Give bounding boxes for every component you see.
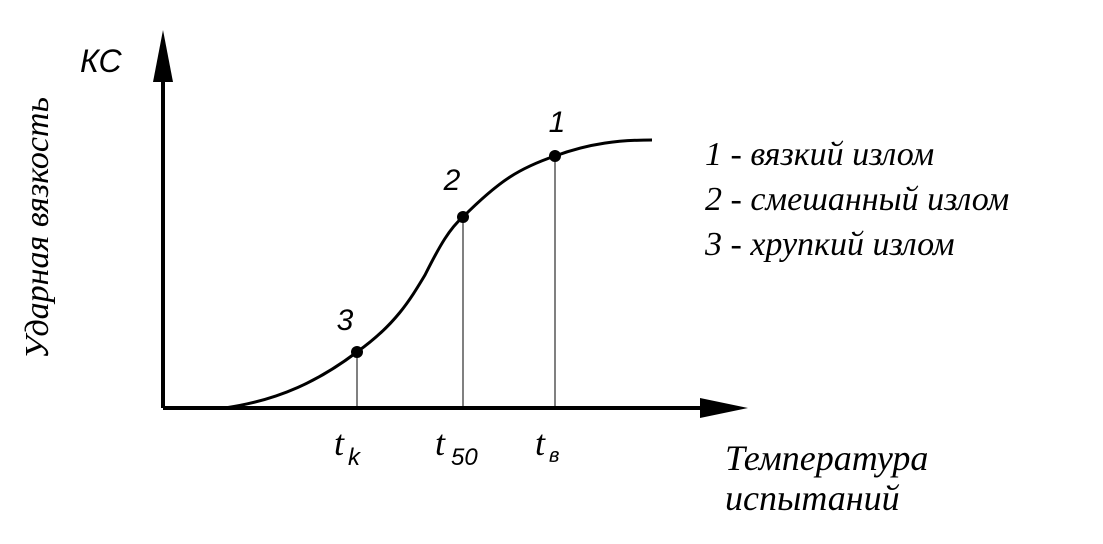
x-arrow — [700, 398, 748, 418]
x-axis-title: испытаний — [725, 478, 900, 518]
y-axis-label: КС — [80, 43, 123, 79]
point — [351, 346, 363, 358]
x-axis-title: Температура — [725, 438, 928, 478]
tick-label: t — [334, 423, 345, 463]
tick-label: t — [435, 423, 446, 463]
tick-subscript: в — [549, 445, 559, 467]
point — [549, 150, 561, 162]
point-label: 2 — [443, 164, 461, 197]
curve — [224, 138, 653, 410]
point-label: 3 — [337, 304, 354, 337]
y-arrow — [153, 30, 173, 82]
y-axis-title: Ударная вязкость — [19, 97, 56, 359]
point — [457, 211, 469, 223]
legend-item: 2 - смешанный излом — [705, 181, 1009, 218]
legend-item: 3 - хрупкий излом — [704, 226, 955, 263]
tick-subscript: 50 — [451, 444, 478, 471]
tick-subscript: k — [348, 444, 362, 471]
legend-item: 1 - вязкий излом — [705, 136, 934, 173]
tick-label: t — [535, 423, 546, 463]
point-label: 1 — [549, 106, 566, 139]
